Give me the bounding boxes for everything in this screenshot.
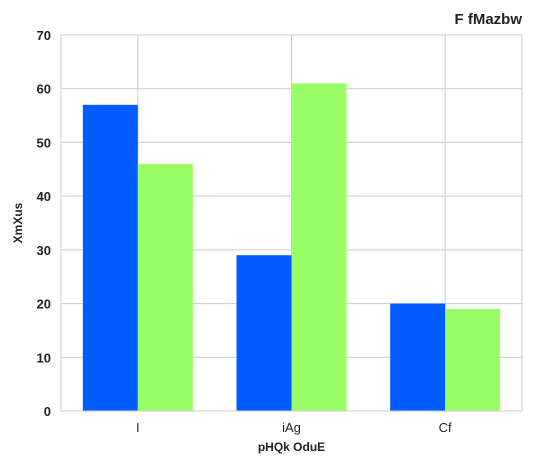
y-tick-label: 0 (44, 404, 51, 419)
bar (236, 255, 292, 411)
bar (390, 303, 446, 411)
bar (291, 83, 347, 411)
y-tick-label: 10 (37, 350, 51, 365)
bar (445, 308, 501, 411)
y-tick-label: 60 (37, 82, 51, 97)
x-tick-label: iAg (282, 420, 301, 435)
bar (82, 104, 138, 411)
y-tick-label: 70 (37, 28, 51, 43)
x-tick-label: Cf (439, 420, 452, 435)
y-tick-labels: 0 10 20 30 40 50 60 70 (37, 28, 51, 419)
x-tick-label: I (136, 420, 140, 435)
plot-frame (60, 34, 523, 412)
y-tick-label: 40 (37, 189, 51, 204)
bars (82, 83, 501, 411)
chart-title: F fMazbw (455, 11, 523, 28)
y-tick-label: 50 (37, 135, 51, 150)
y-tick-label: 30 (37, 243, 51, 258)
bar (137, 163, 193, 411)
y-axis-label: XmXus (11, 202, 25, 243)
y-tick-label: 20 (37, 297, 51, 312)
x-axis-label: pHQk OduE (258, 440, 325, 454)
